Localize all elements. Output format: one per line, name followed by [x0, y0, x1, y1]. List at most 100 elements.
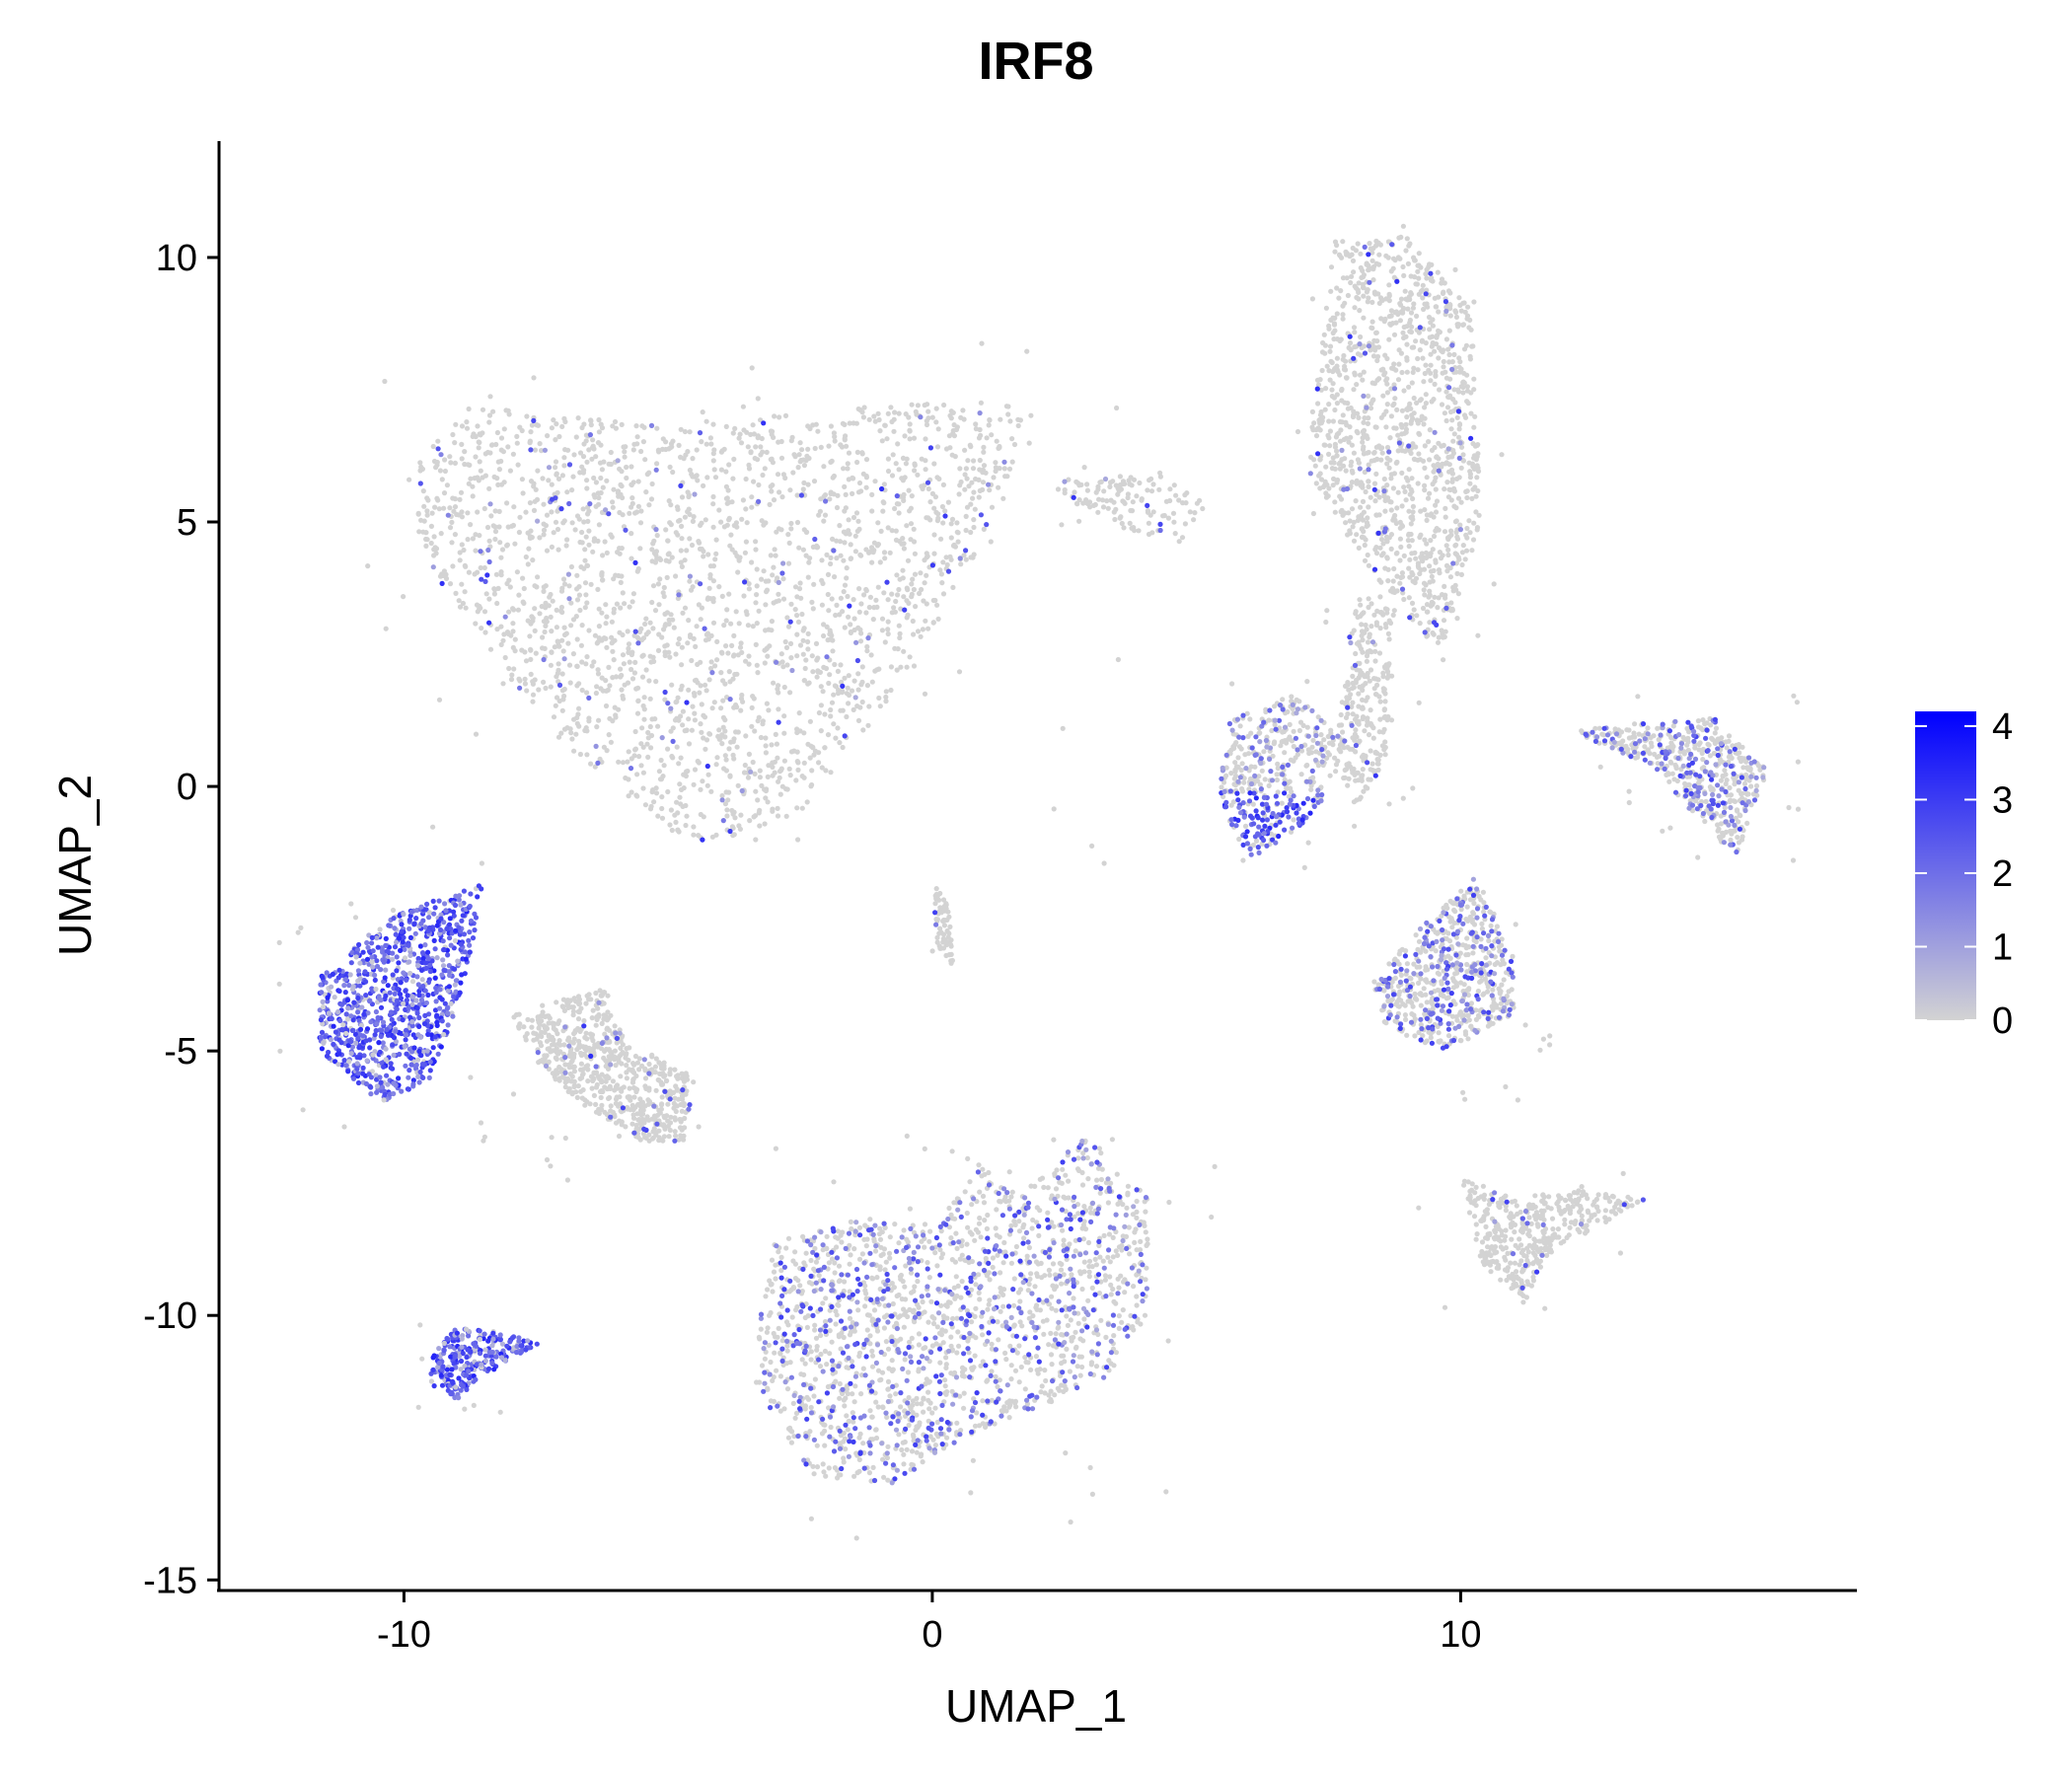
scatter-point — [1274, 772, 1280, 777]
scatter-point — [1349, 480, 1355, 485]
scatter-point — [586, 542, 592, 548]
scatter-point — [776, 778, 781, 784]
scatter-point — [1373, 424, 1379, 430]
scatter-point — [1462, 1031, 1469, 1037]
scatter-point — [1416, 330, 1422, 335]
scatter-point — [1404, 414, 1410, 420]
scatter-point — [713, 762, 719, 768]
scatter-point — [482, 629, 488, 635]
scatter-point — [901, 594, 907, 600]
scatter-point — [1445, 953, 1451, 959]
scatter-point — [742, 550, 749, 555]
scatter-point — [1355, 430, 1361, 436]
scatter-point — [636, 754, 642, 760]
scatter-point — [1372, 676, 1379, 682]
scatter-point — [1403, 497, 1409, 503]
scatter-point — [1373, 620, 1379, 626]
scatter-point — [1384, 461, 1390, 467]
scatter-point — [870, 617, 876, 623]
scatter-point — [561, 581, 568, 587]
scatter-point — [1734, 807, 1740, 813]
scatter-point — [1361, 293, 1367, 299]
scatter-point — [1451, 351, 1457, 357]
scatter-point — [599, 759, 605, 766]
scatter-point — [1362, 542, 1368, 549]
scatter-point — [1364, 289, 1369, 295]
scatter-point — [834, 504, 841, 511]
scatter-point — [1358, 794, 1364, 800]
scatter-point — [673, 700, 679, 705]
scatter-point — [457, 496, 463, 502]
scatter-point — [741, 427, 747, 433]
scatter-point — [679, 563, 686, 570]
scatter-point — [627, 510, 632, 516]
scatter-point — [604, 550, 610, 556]
scatter-point — [646, 678, 652, 684]
scatter-point — [800, 547, 807, 553]
scatter-point — [805, 638, 811, 645]
scatter-point — [856, 526, 862, 533]
scatter-point — [963, 513, 969, 520]
scatter-point — [1478, 978, 1484, 984]
scatter-point — [1501, 977, 1507, 983]
scatter-point — [769, 742, 775, 748]
scatter-point — [1318, 387, 1324, 393]
scatter-point — [1387, 321, 1393, 327]
scatter-point — [675, 827, 681, 834]
scatter-point — [661, 584, 667, 591]
scatter-point — [1412, 258, 1418, 263]
scatter-point — [749, 559, 755, 565]
scatter-point — [1444, 535, 1451, 541]
scatter-point — [1441, 657, 1446, 663]
scatter-point — [933, 419, 939, 425]
scatter-point — [889, 418, 895, 425]
scatter-point — [545, 433, 551, 439]
scatter-point — [1422, 443, 1428, 449]
scatter-point — [629, 676, 636, 682]
scatter-point — [795, 465, 801, 471]
scatter-point — [722, 753, 728, 759]
scatter-point — [1400, 263, 1406, 270]
scatter-point — [560, 697, 566, 703]
scatter-point — [1435, 970, 1441, 976]
scatter-point — [775, 575, 780, 581]
scatter-point — [1408, 273, 1414, 279]
scatter-point — [577, 751, 584, 758]
scatter-point — [656, 602, 662, 608]
scatter-point — [1095, 486, 1101, 492]
scatter-point — [1427, 588, 1433, 594]
scatter-point — [805, 646, 811, 652]
scatter-point — [643, 667, 649, 673]
scatter-point — [1393, 460, 1399, 466]
scatter-point — [1358, 264, 1364, 271]
scatter-point — [924, 515, 929, 521]
scatter-point — [1324, 494, 1330, 500]
scatter-point — [1417, 570, 1423, 577]
scatter-point — [1393, 320, 1399, 326]
scatter-point — [1388, 507, 1394, 513]
scatter-point — [833, 612, 839, 619]
scatter-point — [801, 760, 807, 766]
scatter-point — [759, 435, 765, 442]
scatter-points — [276, 223, 1802, 1541]
scatter-point — [490, 523, 496, 529]
scatter-point — [1339, 722, 1345, 728]
scatter-point — [809, 653, 815, 659]
scatter-point — [1453, 966, 1459, 972]
scatter-point — [1458, 888, 1464, 894]
scatter-point — [561, 463, 567, 469]
scatter-point — [989, 504, 996, 510]
scatter-point — [787, 773, 793, 778]
scatter-point — [842, 483, 848, 489]
scatter-point — [1237, 723, 1243, 729]
scatter-point — [1317, 457, 1323, 463]
scatter-point — [806, 680, 812, 686]
scatter-point — [1464, 961, 1470, 968]
scatter-point — [1386, 314, 1392, 320]
scatter-point — [1383, 296, 1389, 302]
scatter-point — [593, 503, 599, 509]
scatter-point — [1468, 1023, 1474, 1029]
scatter-point — [861, 405, 867, 410]
scatter-point — [987, 416, 993, 423]
scatter-point — [704, 782, 710, 788]
